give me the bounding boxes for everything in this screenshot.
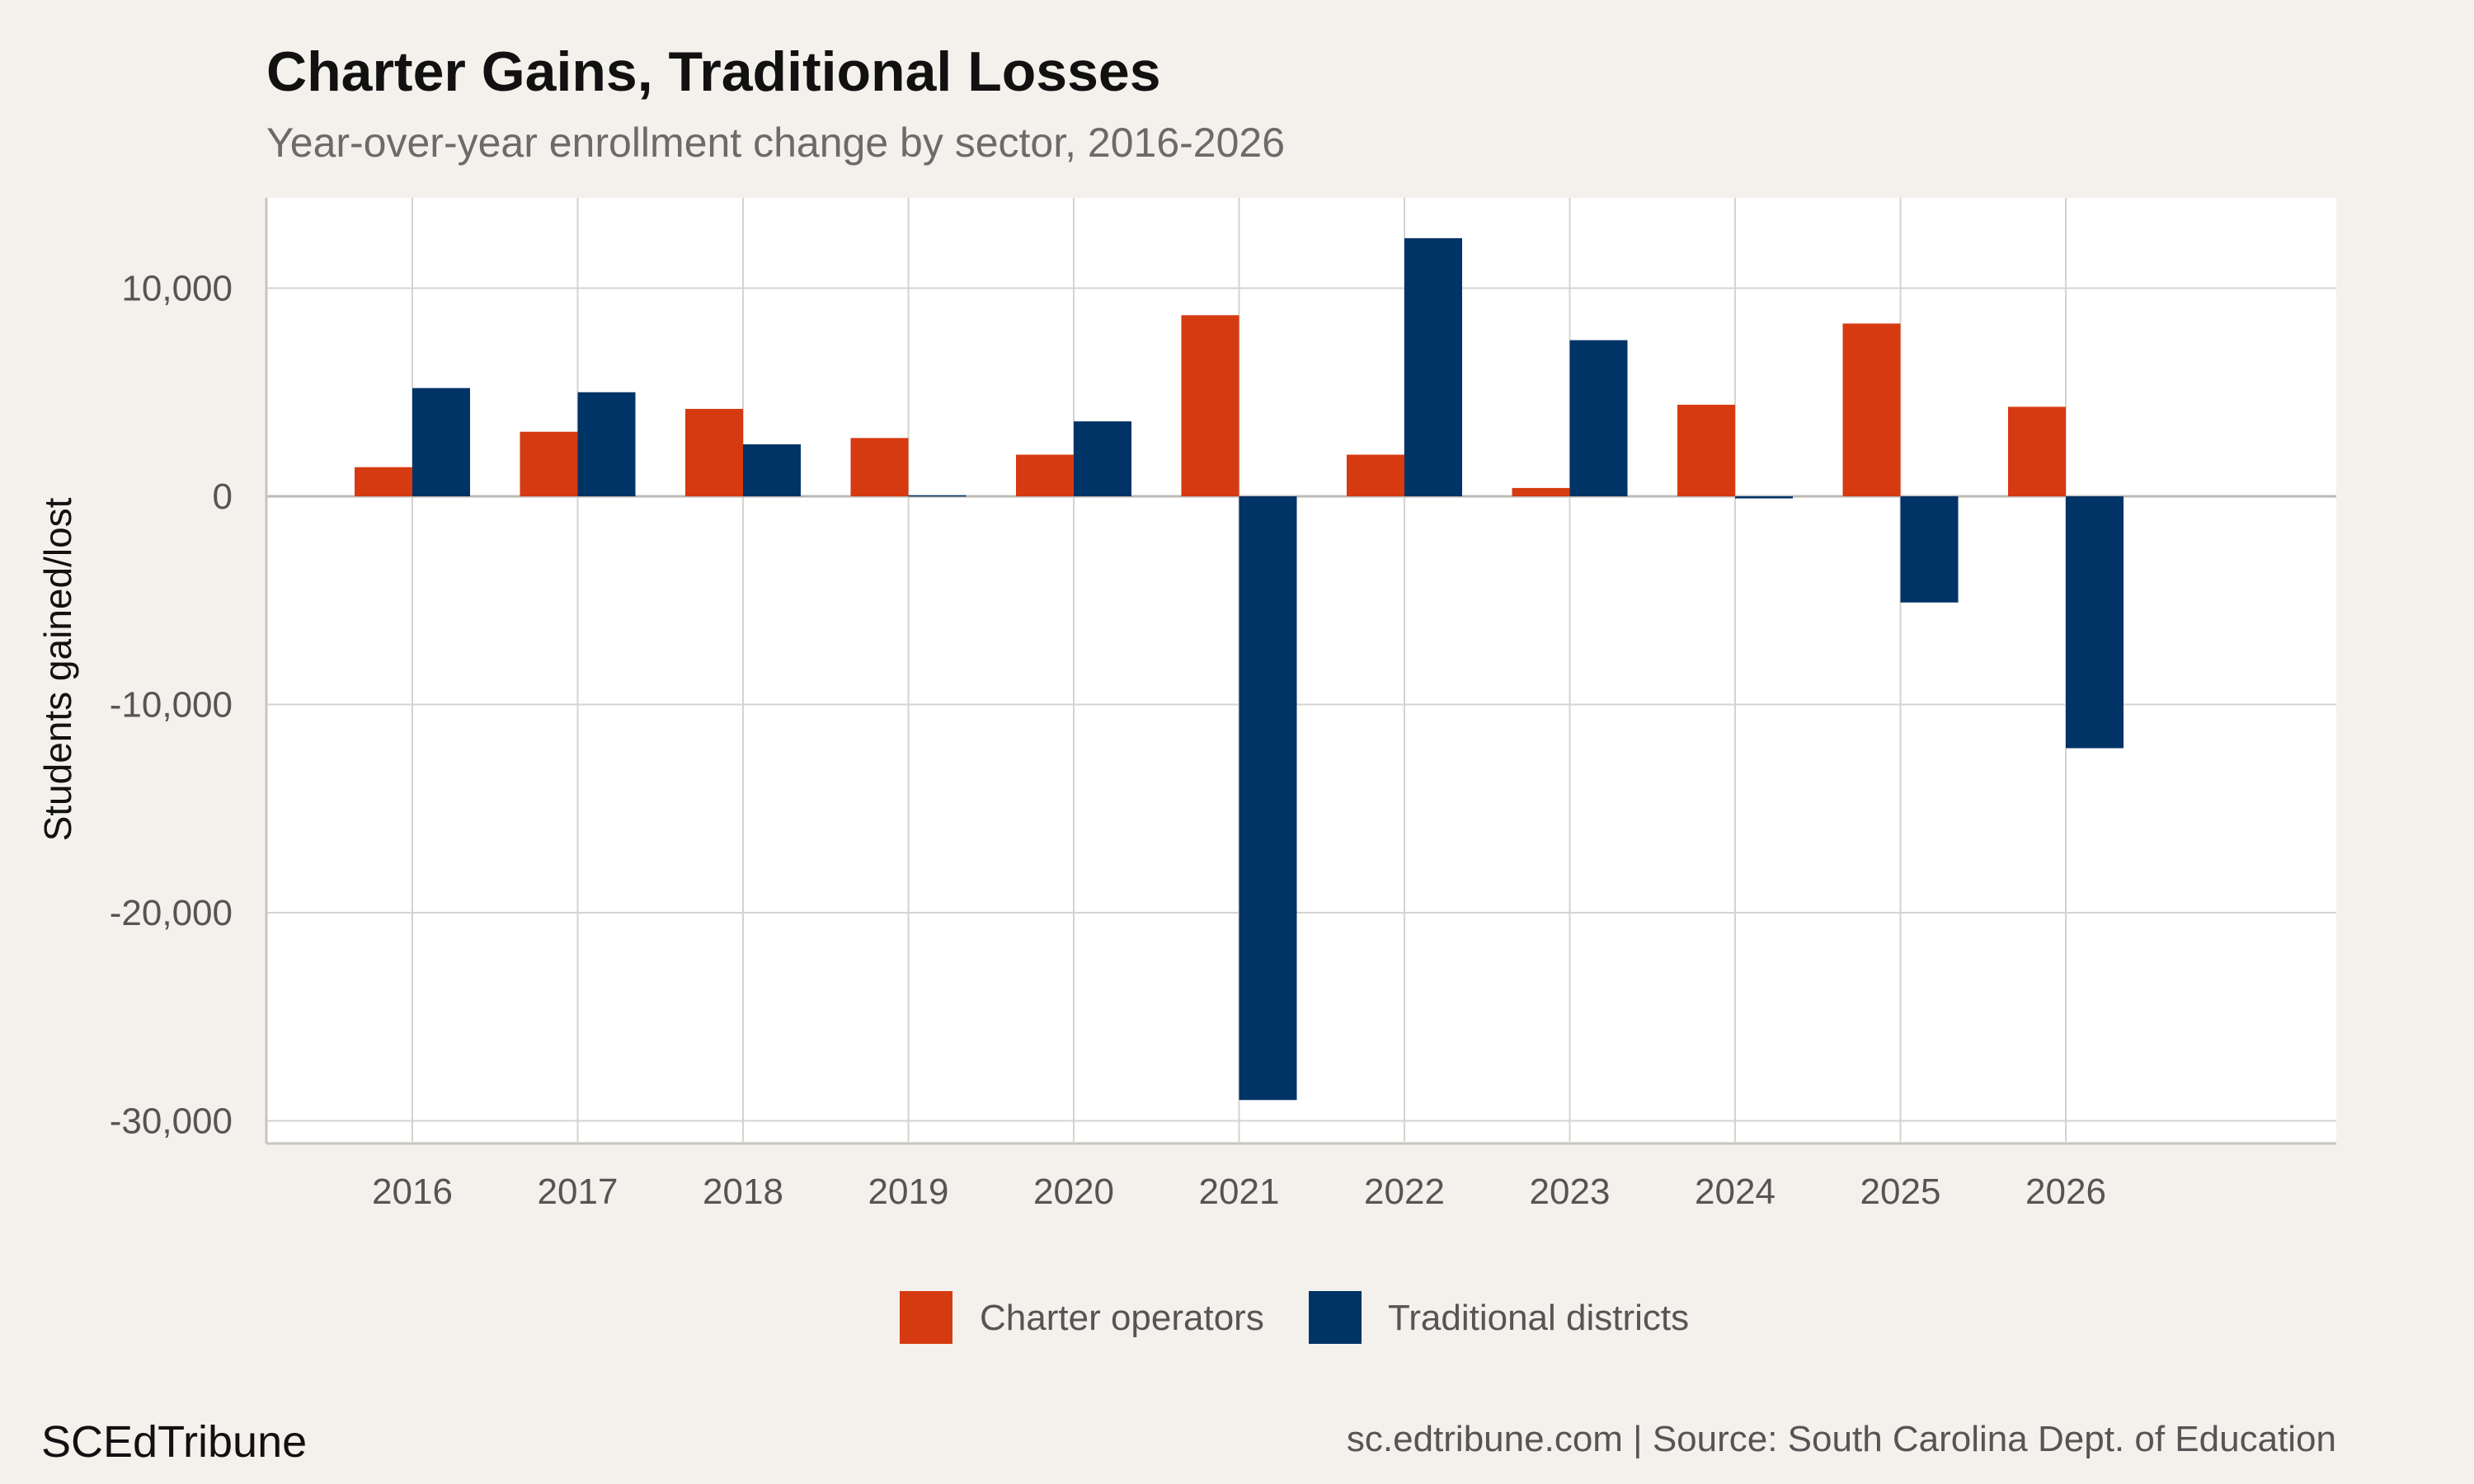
bar-traditional-2023	[1569, 340, 1628, 496]
bar-charter-2020	[1016, 454, 1074, 496]
y-axis-label: Students gained/lost	[36, 497, 79, 841]
x-tick-label: 2022	[1364, 1172, 1445, 1212]
x-tick-labels: 2016 2017 2018 2019 2020 2021 2022 2023 2024 2025…	[372, 1172, 2106, 1212]
y-tick-label: -20,000	[110, 893, 233, 933]
y-tick-label: -30,000	[110, 1101, 233, 1142]
x-tick-label: 2016	[372, 1172, 453, 1212]
x-tick-label: 2024	[1695, 1172, 1776, 1212]
legend-label: Charter operators	[980, 1298, 1264, 1338]
source-note: sc.edtribune.com | Source: South Carolin…	[1347, 1419, 2336, 1459]
y-tick-label: -10,000	[110, 685, 233, 726]
bar-charter-2016	[355, 467, 412, 496]
y-tick-labels: 10,000 0 -10,000 -20,000 -30,000	[110, 269, 233, 1142]
bar-traditional-2026	[2066, 496, 2124, 749]
horizontal-gridlines	[266, 287, 2336, 1122]
chart-subtitle: Year-over-year enrollment change by sect…	[266, 120, 1285, 166]
x-tick-label: 2026	[2025, 1172, 2106, 1212]
legend: Charter operators Traditional districts	[900, 1291, 1689, 1344]
legend-swatch	[900, 1291, 952, 1344]
x-tick-label: 2021	[1199, 1172, 1280, 1212]
brand-name: SCEdTribune	[41, 1417, 307, 1467]
legend-swatch	[1309, 1291, 1362, 1344]
bars	[355, 237, 2124, 1101]
y-tick-label: 0	[213, 477, 233, 517]
bar-charter-2024	[1677, 404, 1735, 496]
bar-traditional-2021	[1239, 496, 1297, 1101]
bar-traditional-2017	[577, 392, 636, 496]
bar-charter-2022	[1347, 454, 1404, 496]
bar-traditional-2022	[1404, 237, 1462, 496]
x-tick-label: 2019	[868, 1172, 949, 1212]
x-tick-label: 2023	[1530, 1172, 1611, 1212]
x-tick-label: 2025	[1860, 1172, 1941, 1212]
legend-label: Traditional districts	[1388, 1298, 1689, 1338]
bar-charter-2026	[2008, 406, 2066, 496]
x-tick-label: 2018	[703, 1172, 783, 1212]
bar-traditional-2020	[1074, 421, 1131, 496]
bar-charter-2017	[520, 431, 578, 496]
chart-title: Charter Gains, Traditional Losses	[266, 40, 1161, 103]
bar-charter-2019	[850, 438, 909, 496]
y-tick-label: 10,000	[121, 269, 233, 309]
bar-traditional-2025	[1900, 496, 1959, 603]
bar-traditional-2016	[412, 387, 470, 496]
bar-traditional-2019	[908, 495, 967, 497]
bar-charter-2021	[1181, 315, 1239, 496]
plot-area	[266, 198, 2336, 1142]
bar-traditional-2018	[743, 444, 801, 496]
bar-traditional-2024	[1735, 496, 1793, 499]
x-tick-label: 2017	[538, 1172, 618, 1212]
bar-charter-2018	[685, 408, 743, 496]
bar-charter-2025	[1842, 323, 1901, 496]
x-tick-label: 2020	[1033, 1172, 1114, 1212]
bar-charter-2023	[1512, 487, 1570, 496]
